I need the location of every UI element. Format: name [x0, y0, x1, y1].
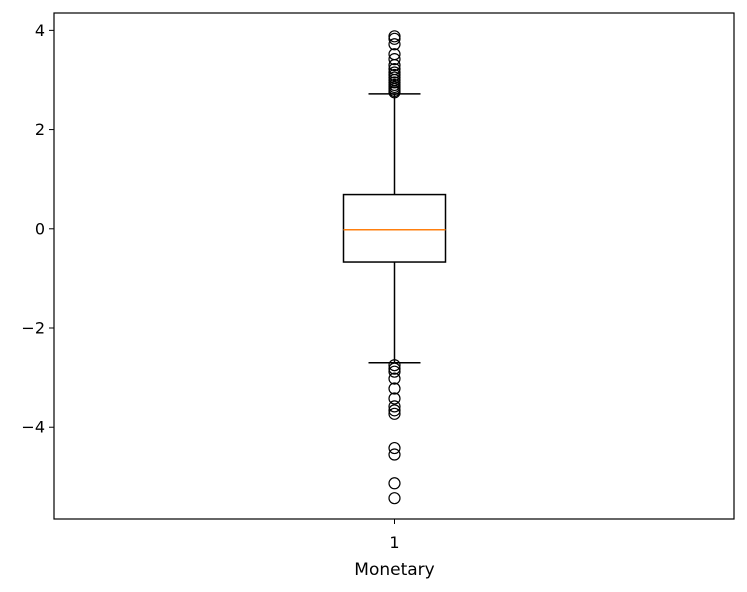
iqr-box	[342, 193, 447, 263]
outlier-point	[388, 492, 401, 505]
x-axis-label: Monetary	[354, 560, 434, 580]
outlier-point	[388, 407, 401, 420]
outlier-point	[388, 477, 401, 490]
plot-area	[342, 30, 447, 505]
y-tick-label: 4	[35, 21, 45, 40]
outlier-point	[388, 400, 401, 413]
y-tick-label: 2	[35, 120, 45, 139]
x-tick-label: 1	[389, 533, 399, 552]
outlier-point	[388, 448, 401, 461]
outlier-point	[388, 365, 401, 378]
outlier-point	[388, 359, 401, 372]
outlier-point	[388, 30, 401, 43]
outlier-point	[388, 392, 401, 405]
outlier-point	[388, 38, 401, 51]
y-tick-label: −2	[21, 319, 45, 338]
y-tick-label: −4	[21, 418, 45, 437]
outlier-point	[388, 53, 401, 66]
outlier-point	[388, 382, 401, 395]
y-tick-label: 0	[35, 219, 45, 238]
outlier-point	[388, 66, 401, 79]
outlier-point	[388, 48, 401, 61]
axes: 4 2 0 −2 −4 1	[21, 12, 735, 552]
outlier-point	[388, 372, 401, 385]
outlier-point	[388, 404, 401, 417]
outlier-point	[388, 62, 401, 76]
outlier-point	[388, 441, 401, 455]
outlier-point	[388, 362, 401, 375]
